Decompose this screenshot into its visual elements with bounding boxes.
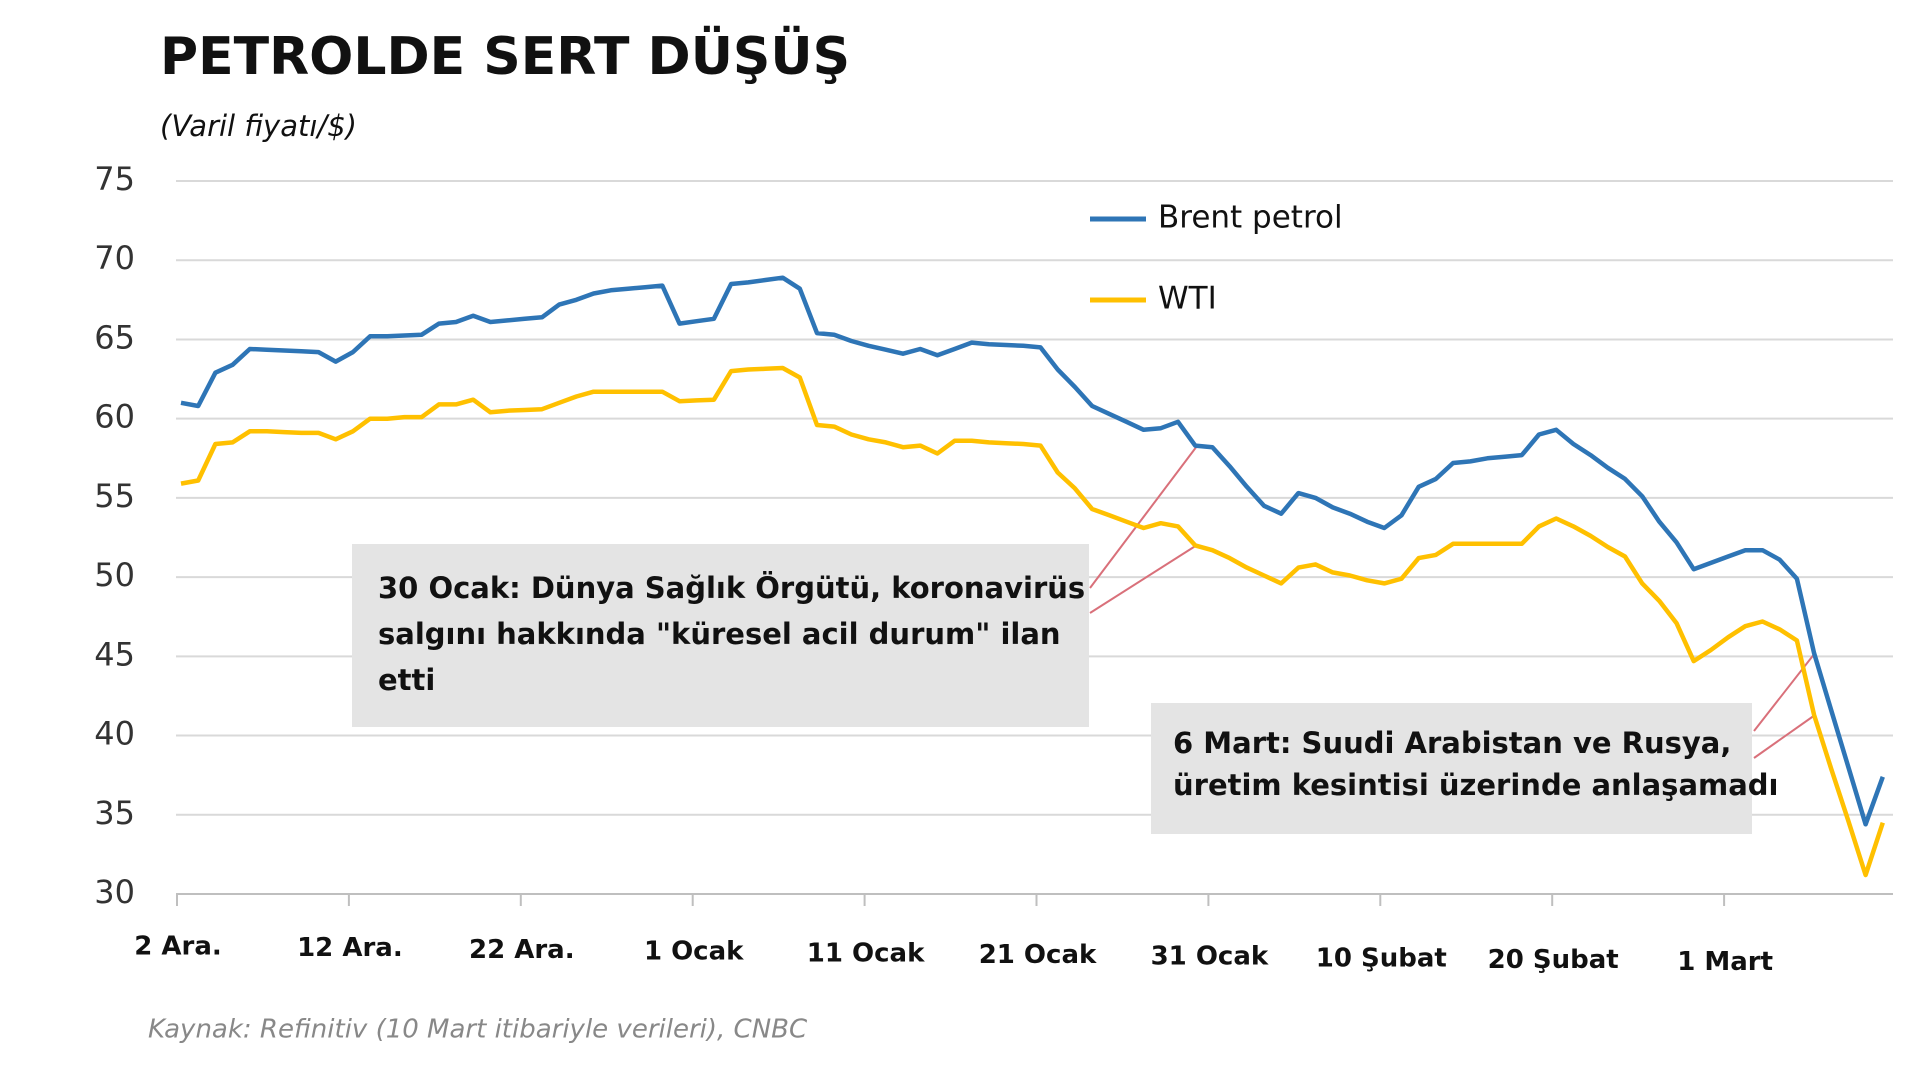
x-tick-label: 2 Ara.	[134, 932, 222, 962]
y-tick-label: 45	[94, 635, 135, 673]
y-tick-label: 60	[94, 398, 135, 436]
y-tick-label: 55	[94, 477, 135, 515]
x-tick-label: 22 Ara.	[469, 935, 575, 965]
x-tick-label: 31 Ocak	[1151, 942, 1269, 972]
connector	[1753, 714, 1816, 759]
y-tick-label: 70	[94, 239, 135, 277]
y-tick-label: 40	[94, 715, 135, 753]
connector	[1089, 445, 1198, 589]
legend-label: WTI	[1158, 281, 1217, 317]
y-tick-label: 75	[94, 160, 135, 198]
x-tick-label: 11 Ocak	[807, 938, 925, 968]
x-tick-label: 10 Şubat	[1316, 943, 1447, 973]
x-tick-label: 12 Ara.	[297, 933, 403, 963]
y-tick-label: 50	[94, 556, 135, 594]
y-tick-label: 65	[94, 318, 135, 356]
annotation-text: üretim kesintisi üzerinde anlaşamadı	[1173, 768, 1779, 802]
series-line	[180, 275, 1885, 827]
source-note: Kaynak: Refinitiv (10 Mart itibariyle ve…	[148, 1015, 808, 1045]
chart-subtitle: (Varil fiyatı/$)	[160, 109, 357, 143]
annotation-box	[1151, 703, 1752, 834]
series-line	[180, 365, 1885, 878]
annotation-text: 6 Mart: Suudi Arabistan ve Rusya,	[1173, 726, 1731, 760]
annotation-text: etti	[378, 663, 435, 697]
annotation-box	[352, 544, 1089, 727]
connector	[1089, 544, 1198, 614]
x-tick-label: 20 Şubat	[1488, 945, 1619, 975]
annotation-text: 30 Ocak: Dünya Sağlık Örgütü, koronavirü…	[378, 571, 1085, 605]
legend-label: Brent petrol	[1158, 200, 1343, 236]
y-tick-label: 35	[94, 794, 135, 832]
annotation-text: salgını hakkında "küresel acil durum" il…	[378, 617, 1061, 651]
chart-title: PETROLDE SERT DÜŞÜŞ	[160, 25, 850, 87]
y-tick-label: 30	[94, 873, 135, 911]
x-tick-label: 1 Mart	[1677, 947, 1773, 977]
x-tick-label: 21 Ocak	[979, 940, 1097, 970]
connector	[1753, 652, 1816, 732]
x-tick-label: 1 Ocak	[644, 937, 744, 967]
